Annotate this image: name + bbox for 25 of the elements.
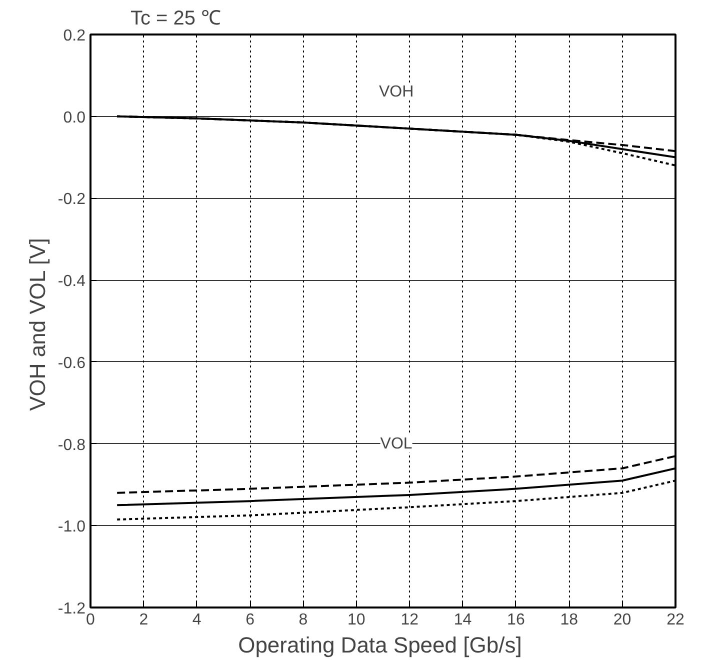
y-tick-label: -0.8	[58, 436, 86, 454]
y-tick-label: -0.2	[58, 191, 86, 208]
y-tick-label: 0.2	[63, 28, 86, 44]
x-tick-label: 6	[246, 612, 255, 628]
y-tick-label: -0.6	[58, 354, 86, 372]
x-tick-label: 18	[560, 612, 578, 628]
x-tick-label: 20	[613, 612, 632, 628]
y-tick-label: 0.0	[63, 109, 86, 126]
x-tick-label: 8	[298, 612, 308, 628]
x-tick-label: 22	[666, 612, 684, 628]
x-tick-label: 4	[192, 612, 202, 628]
chart-title: Tc = 25 ℃	[130, 8, 222, 30]
x-tick-label: 2	[139, 612, 148, 628]
y-tick-label: -1.0	[58, 518, 86, 536]
annotation: VOL	[380, 435, 412, 452]
y-tick-label: -1.2	[58, 600, 86, 618]
y-axis-title: VOH and VOL [V]	[24, 238, 50, 411]
x-axis-title: Operating Data Speed [Gb/s]	[238, 632, 522, 658]
x-tick-label: 0	[86, 612, 96, 628]
x-tick-label: 16	[507, 612, 525, 628]
y-tick-label: -0.4	[58, 273, 86, 290]
x-tick-label: 14	[454, 612, 472, 628]
annotation: VOH	[378, 83, 414, 100]
x-tick-label: 12	[400, 612, 419, 628]
x-tick-label: 10	[348, 612, 366, 628]
